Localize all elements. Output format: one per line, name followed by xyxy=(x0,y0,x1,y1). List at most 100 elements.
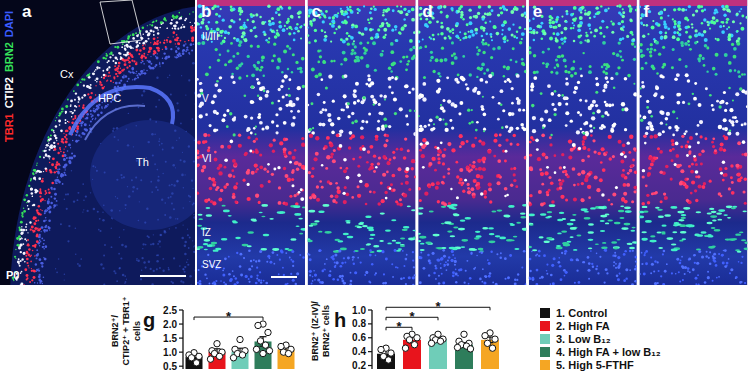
cortex-cell xyxy=(41,262,44,265)
cell xyxy=(274,35,278,39)
cell xyxy=(399,107,403,111)
cell xyxy=(261,59,264,62)
cortex-cell xyxy=(147,25,148,26)
cortex-cell xyxy=(44,212,46,214)
cell xyxy=(263,75,265,77)
cortex-cell xyxy=(33,177,36,180)
cortex-cell xyxy=(145,40,148,43)
cell xyxy=(344,10,347,13)
cortex-cell xyxy=(157,49,160,52)
nucleus xyxy=(157,243,159,245)
cell xyxy=(247,197,251,201)
cortex-cell xyxy=(21,232,24,235)
cortex-cell xyxy=(190,43,193,46)
cell xyxy=(235,283,237,285)
nucleus xyxy=(168,269,170,271)
cell xyxy=(260,184,264,188)
cell xyxy=(413,132,415,136)
nucleus xyxy=(113,270,115,272)
cell xyxy=(406,63,409,66)
cortex-cell xyxy=(156,40,158,42)
cell xyxy=(232,195,236,199)
cortex-cell xyxy=(92,72,95,75)
cell xyxy=(217,89,221,93)
nucleus xyxy=(193,160,195,162)
cortex-cell xyxy=(19,238,21,240)
cortex-cell xyxy=(160,21,163,24)
cell xyxy=(319,49,321,51)
cortex-cell xyxy=(115,62,117,64)
cell xyxy=(396,5,398,7)
cell xyxy=(288,78,291,81)
cell xyxy=(207,198,210,201)
cortex-cell xyxy=(135,49,138,52)
cell xyxy=(391,29,394,32)
cell xyxy=(254,26,257,29)
cortex-cell xyxy=(173,36,174,37)
cortex-cell xyxy=(68,144,71,147)
pia xyxy=(197,0,305,6)
cortex-cell xyxy=(190,26,193,29)
cortex-cell xyxy=(41,226,44,229)
cortex-cell xyxy=(86,113,89,116)
cortex-cell xyxy=(152,25,153,26)
cortex-cell xyxy=(147,54,148,55)
nucleus xyxy=(110,209,113,212)
nucleus xyxy=(150,181,152,183)
cell xyxy=(233,175,236,178)
cell xyxy=(349,6,352,9)
cortex-cell xyxy=(149,47,152,50)
cell xyxy=(231,169,234,172)
cell xyxy=(282,95,285,98)
cortex-cell xyxy=(74,115,76,117)
cell xyxy=(299,233,303,235)
cell xyxy=(346,32,349,35)
nucleus xyxy=(162,149,164,151)
cell xyxy=(240,62,243,65)
nucleus xyxy=(128,195,131,198)
cell xyxy=(356,59,360,63)
cell xyxy=(300,228,305,231)
nucleus xyxy=(131,179,133,181)
cell xyxy=(244,153,247,156)
cell xyxy=(251,171,255,175)
nucleus xyxy=(121,177,123,179)
cortex-cell xyxy=(43,239,45,241)
cortex-cell xyxy=(74,110,76,112)
nucleus xyxy=(153,270,155,272)
cortex-cell xyxy=(19,245,21,247)
nucleus xyxy=(192,62,195,65)
cortex-cell xyxy=(145,44,146,45)
cell xyxy=(250,86,253,89)
cell xyxy=(295,61,298,64)
nucleus xyxy=(103,284,105,285)
cell xyxy=(250,275,253,278)
cortex-cell xyxy=(152,22,154,24)
cell xyxy=(273,54,276,57)
cortex-cell xyxy=(35,179,36,180)
cell xyxy=(345,37,348,40)
cell xyxy=(245,26,248,29)
cortex-cell xyxy=(64,164,67,167)
cortex-cell xyxy=(19,227,21,229)
cortex-cell xyxy=(121,58,123,60)
cortex-cell xyxy=(150,67,153,70)
cortex-cell xyxy=(27,205,28,206)
cell xyxy=(243,257,245,259)
cell xyxy=(224,257,227,260)
nucleus xyxy=(175,218,176,219)
cell xyxy=(248,281,250,283)
nucleus xyxy=(192,188,193,189)
cell xyxy=(273,31,275,33)
cell xyxy=(218,198,222,202)
cell xyxy=(234,201,237,204)
cell xyxy=(268,180,271,183)
cortex-cell xyxy=(58,168,60,170)
cell xyxy=(278,100,281,103)
cell xyxy=(224,166,227,169)
nucleus xyxy=(170,94,172,96)
cortex-cell xyxy=(101,108,102,109)
nucleus xyxy=(75,254,76,255)
cell xyxy=(296,97,300,101)
cortex-cell xyxy=(159,42,161,44)
